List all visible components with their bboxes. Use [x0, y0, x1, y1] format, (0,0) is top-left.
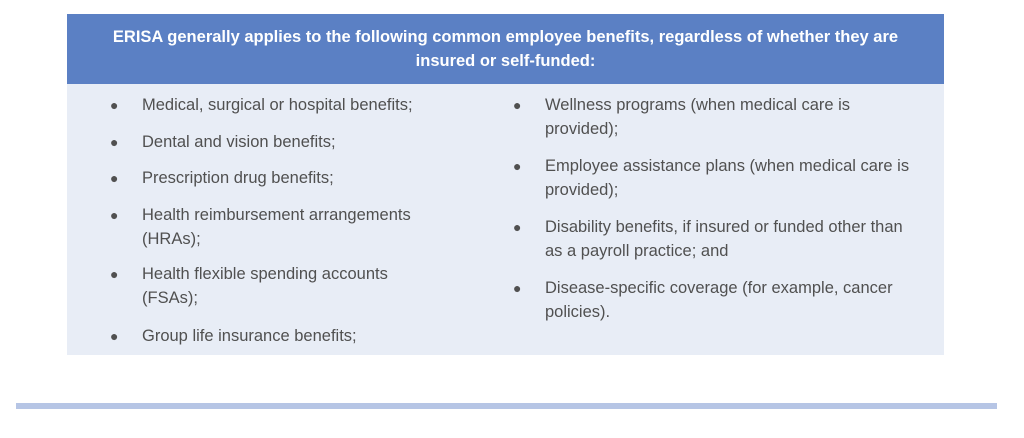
erisa-benefits-box: ERISA generally applies to the following…	[67, 14, 944, 355]
bullet-icon: ●	[513, 280, 522, 296]
list-item: ● Prescription drug benefits;	[110, 166, 472, 190]
bullet-icon: ●	[110, 266, 119, 282]
bullet-icon: ●	[110, 97, 119, 113]
bullet-icon: ●	[110, 134, 119, 150]
list-item: ● Disease-specific coverage (for example,…	[513, 276, 930, 324]
divider-rule	[16, 403, 997, 409]
list-item: ● Health flexible spending accounts (FSAs…	[110, 262, 442, 310]
bullet-icon: ●	[110, 328, 119, 344]
bullet-icon: ●	[110, 207, 119, 223]
bullet-icon: ●	[513, 158, 522, 174]
list-item: ● Disability benefits, if insured or fund…	[513, 215, 905, 263]
box-header: ERISA generally applies to the following…	[67, 14, 944, 84]
list-item: ● Wellness programs (when medical care is…	[513, 93, 890, 141]
list-item: ● Employee assistance plans (when medical…	[513, 154, 930, 202]
list-item: ● Group life insurance benefits;	[110, 324, 472, 348]
bullet-icon: ●	[513, 219, 522, 235]
list-item: ● Health reimbursement arrangements (HRAs…	[110, 203, 462, 251]
bullet-icon: ●	[513, 97, 522, 113]
list-item: ● Dental and vision benefits;	[110, 130, 472, 154]
list-item: ● Medical, surgical or hospital benefits;	[110, 93, 472, 117]
bullet-icon: ●	[110, 170, 119, 186]
